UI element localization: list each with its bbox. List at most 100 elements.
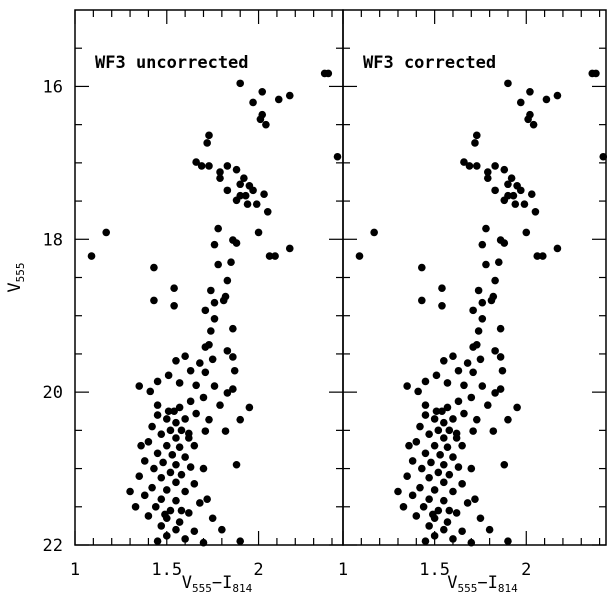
point (469, 368, 477, 377)
point (370, 228, 378, 237)
point (491, 186, 499, 195)
point (472, 415, 481, 424)
point (207, 327, 215, 335)
point (181, 487, 189, 496)
point (445, 506, 454, 515)
point (219, 296, 228, 305)
point (153, 401, 162, 409)
point (425, 430, 433, 438)
point (208, 355, 217, 364)
point (254, 228, 263, 237)
point (146, 387, 155, 396)
x-tick-label: 2 (253, 560, 263, 580)
point (460, 409, 468, 418)
point (232, 165, 241, 174)
point (487, 296, 496, 305)
point (491, 347, 499, 355)
point (102, 228, 111, 237)
point (504, 415, 512, 424)
point (240, 174, 248, 182)
point (527, 190, 536, 198)
point (157, 430, 166, 438)
point (150, 464, 158, 473)
point (223, 186, 232, 195)
point (203, 139, 211, 147)
point (432, 371, 441, 380)
point (412, 512, 421, 520)
point (429, 510, 437, 519)
point (478, 298, 487, 307)
point (465, 162, 474, 170)
point (223, 389, 232, 397)
point (241, 191, 250, 200)
point (425, 495, 433, 503)
point (285, 91, 294, 100)
point (175, 403, 184, 412)
point (412, 438, 421, 446)
x-tick-label: 1 (338, 560, 348, 580)
point (157, 495, 166, 503)
point (542, 95, 551, 104)
point (482, 260, 490, 269)
point (491, 276, 499, 285)
point (467, 538, 476, 547)
point (249, 186, 257, 195)
point (403, 382, 411, 390)
point (140, 457, 149, 465)
point (500, 165, 509, 174)
point (496, 324, 505, 333)
point (425, 473, 433, 482)
point (199, 538, 208, 547)
panel-frame (74, 9, 344, 546)
point (496, 385, 505, 393)
point (408, 457, 417, 465)
point (137, 441, 145, 450)
point (203, 495, 211, 503)
point (172, 478, 180, 487)
point (421, 411, 430, 419)
point (172, 357, 180, 365)
point (445, 470, 454, 479)
point (162, 415, 171, 423)
point (245, 403, 254, 412)
point (229, 353, 237, 361)
point (153, 377, 162, 386)
point (399, 502, 408, 511)
point (153, 537, 162, 545)
point (126, 487, 134, 496)
point (460, 158, 468, 166)
point (452, 434, 461, 442)
point (87, 252, 96, 260)
point (482, 224, 490, 233)
point (150, 296, 158, 305)
point (526, 87, 534, 96)
point (263, 207, 272, 216)
point (175, 379, 184, 387)
point (192, 381, 200, 390)
point (324, 69, 333, 78)
point (232, 460, 241, 469)
x-tick-label: 1 (70, 560, 80, 580)
point (196, 499, 204, 507)
point (432, 407, 441, 416)
point (472, 162, 481, 170)
point (427, 458, 435, 467)
point (438, 284, 446, 293)
y-tick-label: 20 (43, 383, 63, 403)
panel-title: WF3 corrected (363, 53, 496, 73)
point (403, 472, 411, 481)
point (394, 487, 402, 496)
point (553, 244, 562, 253)
point (221, 427, 230, 435)
point (408, 491, 417, 500)
point (472, 131, 481, 140)
point (458, 527, 466, 536)
point (476, 355, 485, 364)
point (421, 537, 430, 545)
point (181, 535, 189, 543)
point (177, 470, 186, 479)
point (449, 453, 457, 461)
point (201, 368, 210, 377)
point (164, 371, 173, 380)
